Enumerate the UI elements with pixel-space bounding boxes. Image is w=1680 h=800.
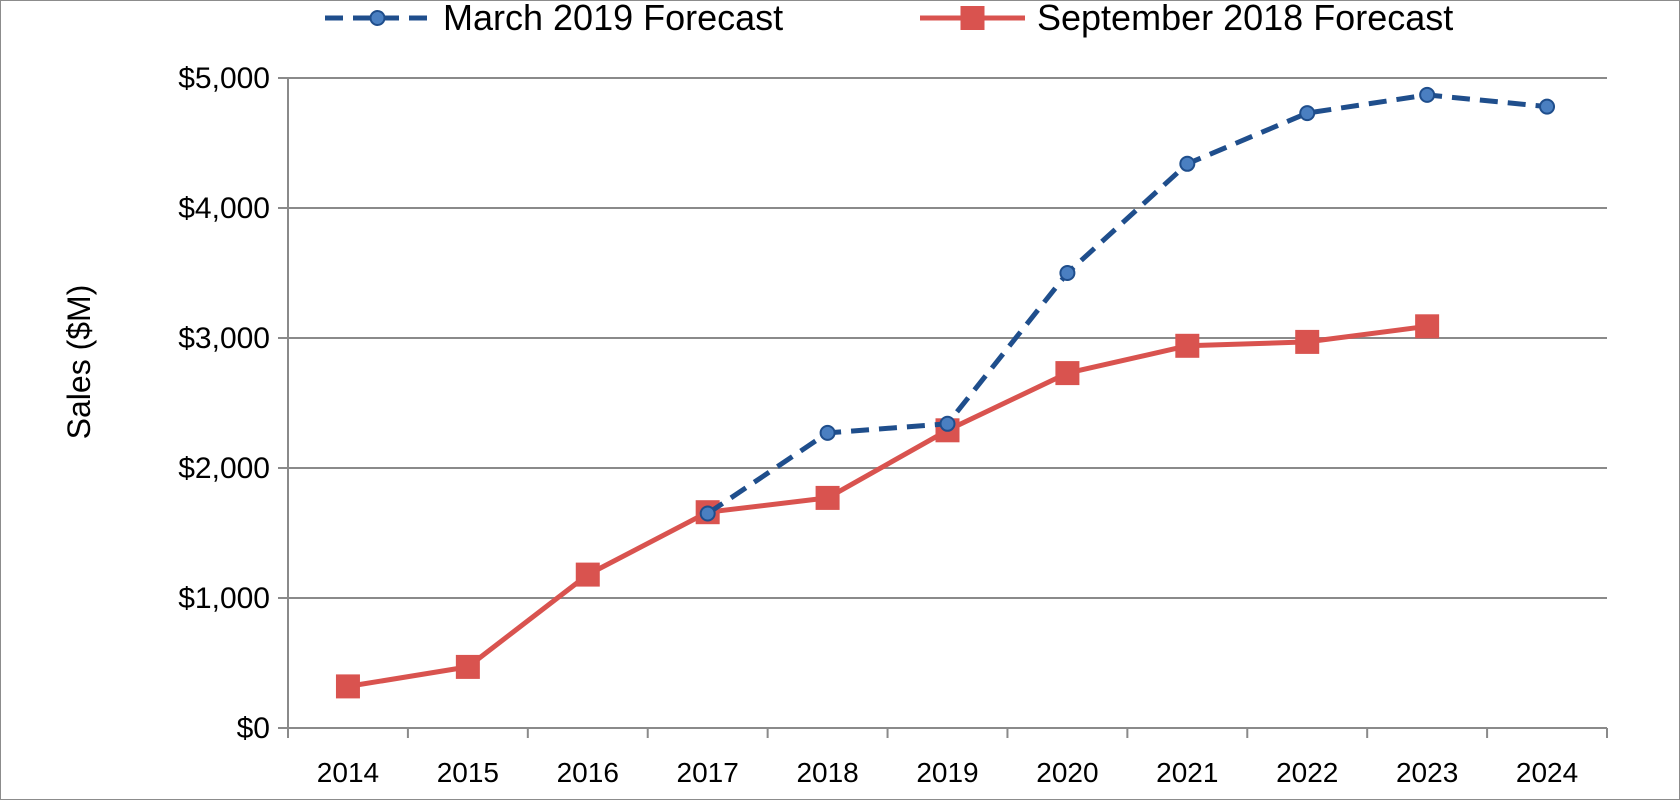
x-tick-label: 2017 <box>677 757 739 788</box>
series-point <box>939 415 956 432</box>
series-point <box>335 674 360 699</box>
series-point <box>455 654 480 679</box>
series-point <box>1059 265 1076 281</box>
series-layer <box>335 86 1556 699</box>
legend-label: September 2018 Forecast <box>1037 0 1453 38</box>
legend: March 2019 Forecast September 2018 Foreca… <box>325 0 1453 38</box>
x-tick-label: 2020 <box>1036 757 1098 788</box>
y-axis-label: Sales ($M) <box>61 285 97 440</box>
series-point <box>1415 314 1440 339</box>
series-point <box>699 505 716 522</box>
axes <box>278 77 1608 738</box>
legend-label: March 2019 Forecast <box>443 0 783 38</box>
series-point <box>1295 329 1320 354</box>
series-point <box>1055 361 1080 386</box>
y-tick-label: $5,000 <box>178 62 270 95</box>
series-line <box>706 92 1548 516</box>
x-tick-label: 2015 <box>437 757 499 788</box>
series-point <box>1539 98 1556 115</box>
x-tick-label: 2023 <box>1396 757 1458 788</box>
y-tick-label: $4,000 <box>178 192 270 225</box>
legend-marker <box>369 10 386 26</box>
gridlines <box>288 77 1607 599</box>
series-point <box>575 562 600 587</box>
x-tick-label: 2019 <box>916 757 978 788</box>
legend-marker <box>960 6 985 30</box>
series-point <box>1175 333 1200 358</box>
series-line <box>347 323 1428 689</box>
x-tick-label: 2024 <box>1516 757 1578 788</box>
y-tick-label: $2,000 <box>178 452 270 485</box>
y-tick-label: $3,000 <box>178 322 270 355</box>
x-tick-label: 2016 <box>557 757 619 788</box>
y-tick-label: $1,000 <box>178 582 270 615</box>
x-tick-label: 2018 <box>796 757 858 788</box>
series-point <box>1299 105 1316 122</box>
x-tick-label: 2022 <box>1276 757 1338 788</box>
series-point <box>1179 155 1196 172</box>
series-point <box>1419 86 1436 103</box>
series-point <box>815 485 840 510</box>
tick-labels: $0 $1,000 $2,000 $3,000 $4,000 $5,000 2014 2015… <box>178 62 1578 788</box>
series-point <box>819 424 836 441</box>
x-tick-label: 2014 <box>317 757 379 788</box>
y-tick-label: $0 <box>237 712 270 745</box>
x-tick-label: 2021 <box>1156 757 1218 788</box>
